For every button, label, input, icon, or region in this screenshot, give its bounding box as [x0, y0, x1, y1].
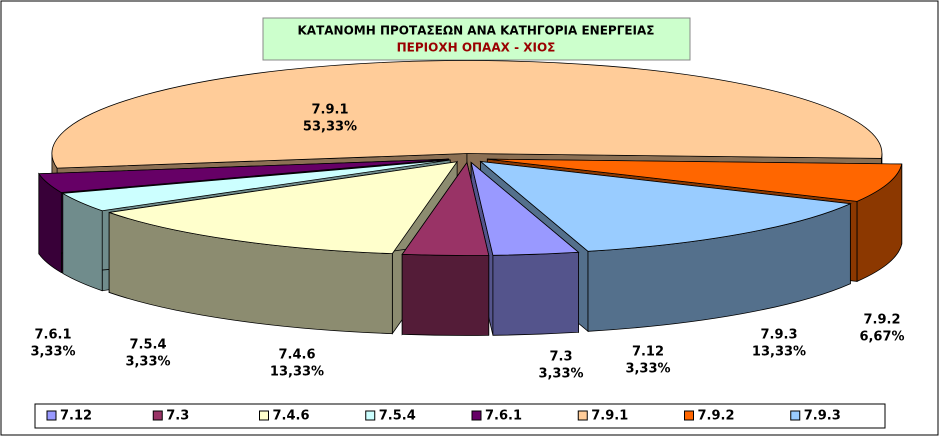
legend-swatch [471, 410, 482, 421]
chart-subtitle: ΠΕΡΙΟΧΗ ΟΠΑΑΧ - ΧΙΟΣ [397, 41, 556, 55]
data-label-value: 13,33% [752, 345, 806, 360]
legend-label: 7.3 [166, 409, 189, 424]
data-label-value: 6,67% [859, 330, 904, 345]
data-label-value: 13,33% [270, 365, 324, 380]
slice [470, 161, 580, 256]
slice [38, 158, 449, 193]
legend-label: 7.4.6 [273, 409, 310, 424]
legend-swatch [790, 410, 801, 421]
legend-swatch [577, 410, 588, 421]
data-label-value: 3,33% [125, 355, 170, 370]
chart-title: ΚΑΤΑΝΟΜΗ ΠΡΟΤΑΣΕΩΝ ΑΝΑ ΚΑΤΗΓΟΡΙΑ ΕΝΕΡΓΕΙ… [298, 24, 655, 38]
slice [487, 158, 903, 202]
legend-box [34, 403, 886, 429]
legend-swatch [684, 410, 694, 421]
legend-label: 7.9.2 [698, 409, 735, 424]
legend-label: 7.6.1 [485, 409, 522, 424]
legend-label: 7.9.3 [804, 409, 841, 424]
legend-swatch [365, 410, 376, 421]
legend-label: 7.9.1 [591, 409, 628, 424]
slice [51, 60, 883, 169]
pie [38, 60, 903, 336]
legend-swatch [259, 410, 269, 421]
labels: 7.12 3,33% 7.3 3,33% 7.4.6 13,33% 7.5.4 3,33% 7.… [30, 103, 904, 382]
title-box [262, 17, 691, 61]
data-label-category: 7.6.1 [34, 328, 71, 343]
slice-side [492, 251, 579, 336]
data-label-category: 7.9.1 [311, 103, 348, 118]
slice-side [401, 253, 490, 336]
data-label-category: 7.5.4 [129, 338, 166, 353]
slice [479, 160, 852, 252]
data-label-value: 3,33% [538, 367, 583, 382]
legend: 7.12 7.3 7.4.6 7.5.4 7.6.1 7.9.1 7.9.2 7.9.3 [46, 409, 841, 424]
data-label-category: 7.3 [549, 350, 572, 365]
legend-label: 7.5.4 [379, 409, 416, 424]
legend-label: 7.12 [60, 409, 92, 424]
slice [61, 159, 451, 212]
data-label-category: 7.12 [632, 345, 664, 360]
data-label-category: 7.4.6 [278, 348, 315, 363]
data-label-value: 53,33% [303, 120, 357, 135]
slice [109, 161, 458, 255]
legend-swatch [152, 410, 163, 421]
data-label-value: 3,33% [30, 345, 75, 360]
slice [401, 161, 490, 256]
data-label-value: 3,33% [625, 362, 670, 377]
data-label-category: 7.9.3 [760, 328, 797, 343]
data-label-category: 7.9.2 [863, 313, 900, 328]
legend-swatch [46, 410, 57, 421]
